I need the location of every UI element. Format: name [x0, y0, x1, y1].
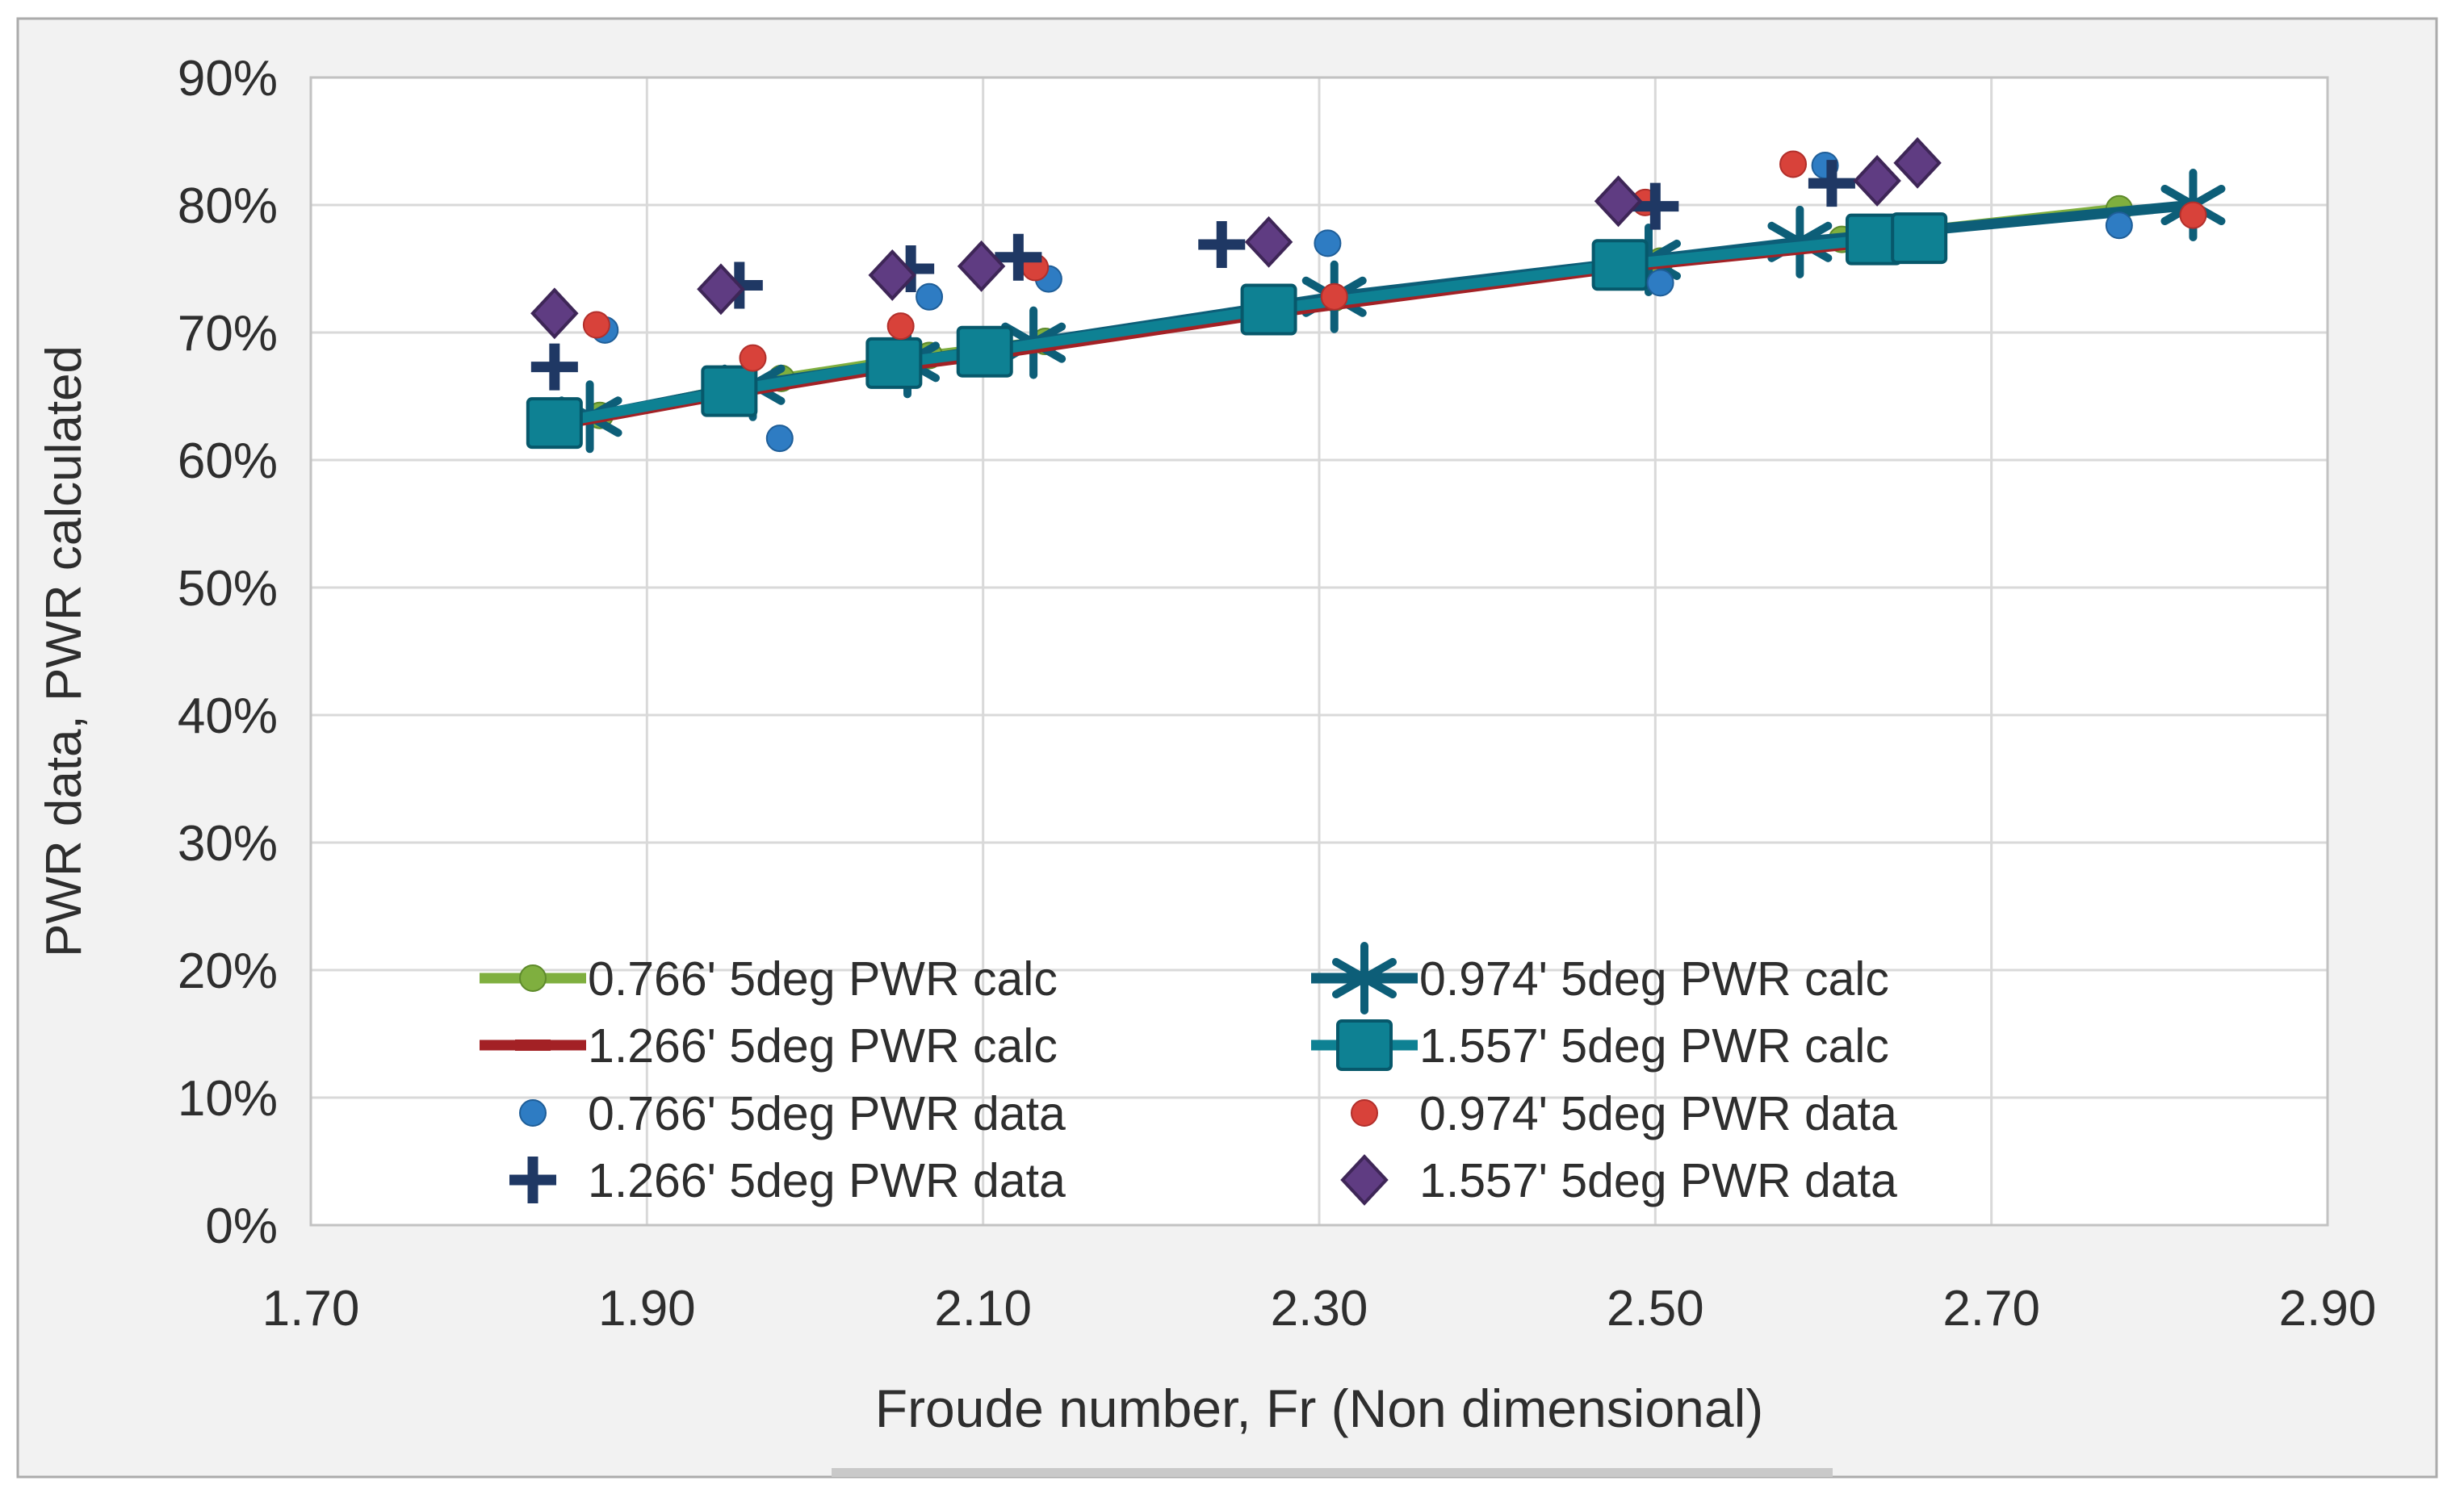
legend-item-1-266-5deg-pwr-calc[interactable]: 1.266' 5deg PWR calc: [480, 1019, 1058, 1073]
legend-item-0-766-5deg-pwr-calc[interactable]: 0.766' 5deg PWR calc: [480, 952, 1058, 1006]
x-tick-label-1.70: 1.70: [262, 1281, 360, 1337]
legend-label: 0.974' 5deg PWR data: [1419, 1087, 1897, 1140]
circle-marker: [765, 425, 794, 453]
legend-circle-marker: [519, 964, 547, 992]
square-marker: [1891, 212, 1948, 265]
circle-marker: [739, 344, 767, 372]
circle-marker: [582, 311, 610, 339]
legend-item-1-266-5deg-pwr-data[interactable]: 1.266' 5deg PWR data: [509, 1154, 1066, 1207]
circle-marker: [2179, 201, 2207, 229]
y-tick-label-40%: 40%: [178, 688, 278, 744]
frame-shadow-strip: [832, 1468, 1833, 1477]
x-tick-label-2.30: 2.30: [1271, 1281, 1368, 1337]
circle-marker: [1314, 229, 1342, 257]
plus-marker: [530, 343, 578, 391]
circle-marker: [916, 282, 944, 311]
y-tick-label-60%: 60%: [178, 433, 278, 489]
y-tick-label-50%: 50%: [178, 561, 278, 617]
y-axis-title: PWR data, PWR calculated: [36, 345, 92, 957]
legend-label: 0.766' 5deg PWR calc: [588, 952, 1058, 1006]
diamond-marker: [1594, 175, 1643, 228]
diamond-marker: [868, 249, 916, 301]
diamond-marker: [697, 263, 745, 316]
series-1-557-5deg-pwr-calc[interactable]: [526, 212, 1948, 450]
legend-label: 1.557' 5deg PWR data: [1419, 1154, 1897, 1207]
circle-marker: [886, 312, 915, 341]
legend-circle-marker: [519, 1099, 547, 1127]
diamond-marker: [530, 287, 579, 340]
plus-marker: [995, 233, 1042, 281]
plot-border: [309, 76, 2329, 1227]
legend-item-0-974-5deg-pwr-data[interactable]: 0.974' 5deg PWR data: [1351, 1087, 1897, 1140]
circle-marker: [2105, 211, 2133, 240]
legend-item-0-766-5deg-pwr-data[interactable]: 0.766' 5deg PWR data: [519, 1087, 1066, 1140]
legend-label: 1.266' 5deg PWR calc: [588, 1019, 1058, 1073]
y-tick-label-70%: 70%: [178, 306, 278, 362]
series-layer: [526, 136, 2226, 454]
y-tick-label-80%: 80%: [178, 178, 278, 234]
x-tick-label-2.70: 2.70: [1942, 1281, 2040, 1337]
legend-plus-marker: [509, 1157, 556, 1203]
legend-label: 1.266' 5deg PWR data: [588, 1154, 1066, 1207]
diamond-marker: [1893, 136, 1942, 189]
legend-label: 0.766' 5deg PWR data: [588, 1087, 1066, 1140]
diamond-marker: [957, 240, 1006, 292]
square-marker: [526, 397, 583, 450]
y-tick-label-0%: 0%: [205, 1199, 278, 1254]
x-tick-label-1.90: 1.90: [598, 1281, 696, 1337]
legend-asterisk-marker: [1332, 942, 1397, 1014]
diamond-marker: [1244, 215, 1293, 268]
legend-item-1-557-5deg-pwr-data[interactable]: 1.557' 5deg PWR data: [1340, 1154, 1897, 1207]
square-marker: [865, 337, 923, 389]
y-tick-label-30%: 30%: [178, 816, 278, 872]
circle-marker: [1320, 282, 1348, 311]
square-marker: [1240, 283, 1297, 336]
legend-circle-marker: [1351, 1099, 1378, 1127]
y-tick-label-10%: 10%: [178, 1071, 278, 1127]
square-marker: [1591, 239, 1649, 291]
square-marker: [701, 365, 758, 417]
legend-diamond-marker: [1340, 1154, 1389, 1206]
chart-frame-layer: [16, 17, 2438, 1479]
diamond-marker: [1853, 155, 1901, 207]
legend: 0.766' 5deg PWR calc 0.974' 5deg PWR calc…: [480, 942, 1897, 1207]
circle-marker: [1779, 150, 1808, 178]
legend-item-0-974-5deg-pwr-calc[interactable]: 0.974' 5deg PWR calc: [1311, 942, 1889, 1014]
y-tick-label-20%: 20%: [178, 943, 278, 999]
legend-item-1-557-5deg-pwr-calc[interactable]: 1.557' 5deg PWR calc: [1311, 1019, 1889, 1073]
plus-marker: [1632, 182, 1679, 230]
gridline-layer: [309, 76, 2329, 1227]
legend-label: 1.557' 5deg PWR calc: [1419, 1019, 1889, 1073]
square-marker: [956, 325, 1013, 378]
plus-marker: [1198, 220, 1246, 268]
series-1-557-5deg-pwr-data[interactable]: [530, 136, 1942, 340]
legend-square-marker: [1336, 1019, 1393, 1071]
y-tick-label-90%: 90%: [178, 51, 278, 107]
x-tick-label-2.10: 2.10: [934, 1281, 1032, 1337]
x-axis-title: Froude number, Fr (Non dimensional): [875, 1378, 1763, 1438]
plus-marker: [1808, 160, 1855, 207]
x-tick-label-2.90: 2.90: [2279, 1281, 2377, 1337]
legend-label: 0.974' 5deg PWR calc: [1419, 952, 1889, 1006]
legend-dash-marker: [515, 1040, 551, 1051]
axis-tick-layer: 0% 10% 20% 30% 40% 50% 60% 70% 80% 90% 1.70 1.90 2.1…: [178, 51, 2376, 1337]
circle-marker: [1646, 269, 1674, 297]
x-tick-label-2.50: 2.50: [1607, 1281, 1704, 1337]
